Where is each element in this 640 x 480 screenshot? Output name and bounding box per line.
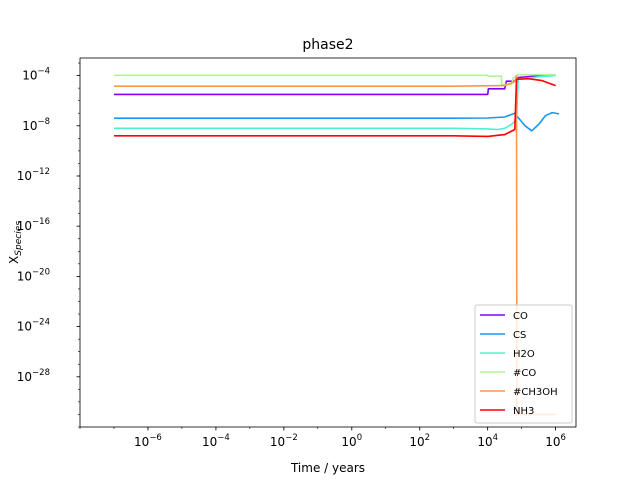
y-axis-label: XSpecies <box>7 221 24 264</box>
series-line--co <box>114 73 556 86</box>
legend-label: NH3 <box>513 406 534 417</box>
y-axis-label-base: X <box>7 256 21 264</box>
legend-label: #CH3OH <box>513 387 558 398</box>
legend-label: #CO <box>513 368 536 379</box>
series-line-nh3 <box>114 77 556 138</box>
series-line-co <box>114 74 556 96</box>
y-axis-label-subscript: Species <box>14 221 24 256</box>
plot-frame <box>79 57 577 428</box>
legend-label: CO <box>513 311 528 322</box>
legend-label: H2O <box>513 349 535 360</box>
legend-label: CS <box>513 330 526 341</box>
legend: CO CS H2O #CO #CH3OH NH3 <box>474 304 573 424</box>
x-axis-label: Time / years <box>290 461 365 475</box>
series-line-cs <box>114 111 560 132</box>
chart-title: phase2 <box>302 37 353 53</box>
